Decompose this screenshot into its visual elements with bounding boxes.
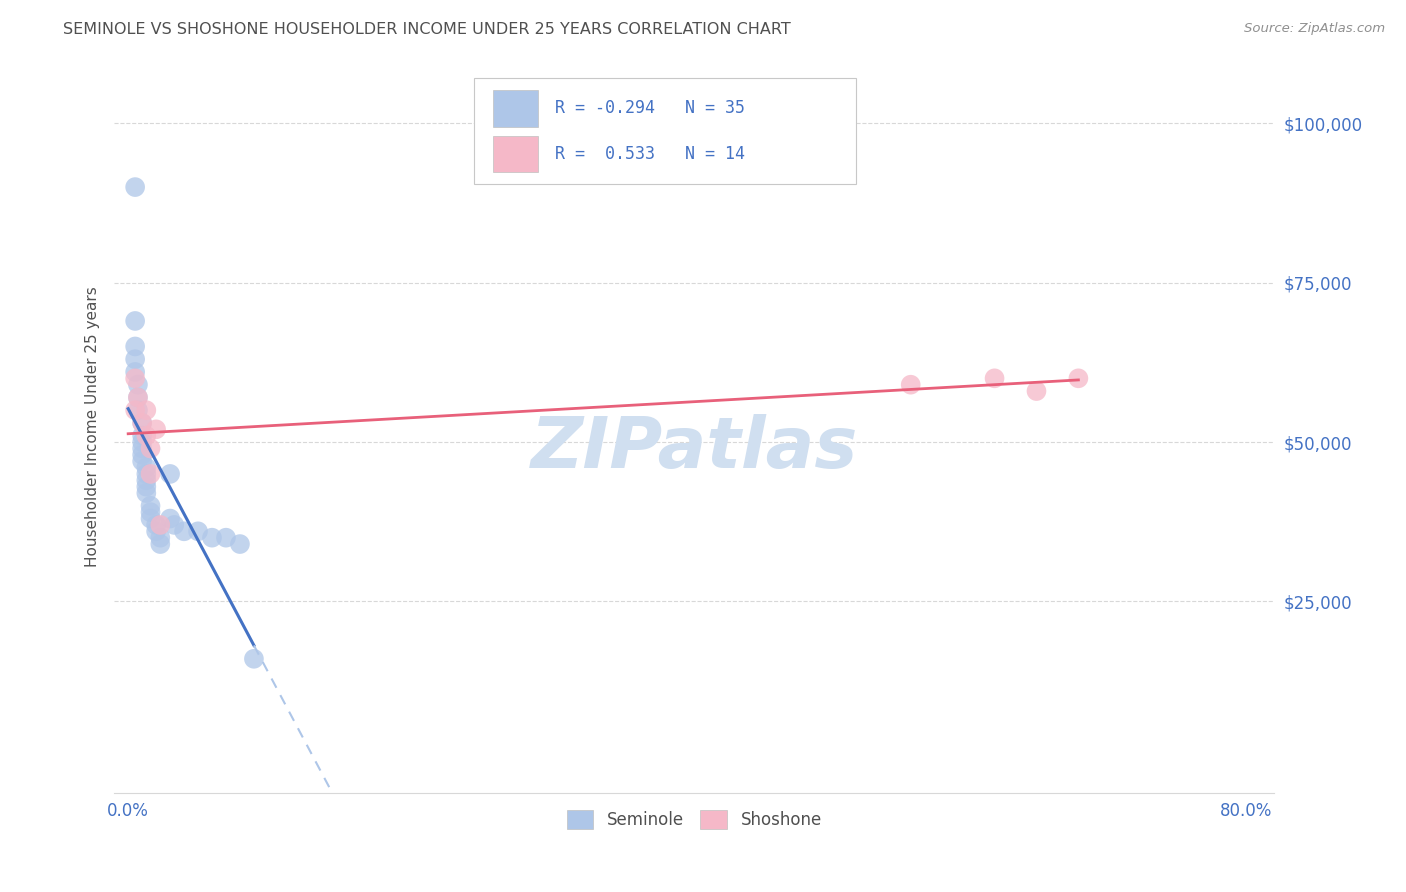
Point [900,377,922,392]
FancyBboxPatch shape [474,78,856,185]
Point [159,511,181,525]
Point [124,352,146,367]
Text: R = -0.294   N = 35: R = -0.294 N = 35 [555,99,745,118]
Point [127,377,149,392]
Point [124,365,146,379]
Point [1025,384,1047,398]
Point [229,537,252,551]
Point [131,435,153,450]
Point [149,517,172,532]
Point [135,486,157,500]
Point [135,467,157,481]
Point [145,524,167,539]
Point [131,428,153,442]
Point [135,480,157,494]
Text: Source: ZipAtlas.com: Source: ZipAtlas.com [1244,22,1385,36]
Text: R =  0.533   N = 14: R = 0.533 N = 14 [555,145,745,163]
Point [131,442,153,456]
Point [159,467,181,481]
Text: ZIPatlas: ZIPatlas [530,414,858,483]
Point [127,391,149,405]
Point [149,531,172,545]
Point [124,371,146,385]
Point [201,531,224,545]
Point [243,652,266,666]
Point [135,428,157,442]
Point [124,180,146,194]
Legend: Seminole, Shoshone: Seminole, Shoshone [560,803,828,836]
Point [145,422,167,436]
Point [139,499,162,513]
Point [124,314,146,328]
Point [187,524,209,539]
Point [145,517,167,532]
Y-axis label: Householder Income Under 25 years: Householder Income Under 25 years [86,285,100,566]
Point [131,416,153,430]
FancyBboxPatch shape [494,90,537,127]
Point [139,442,162,456]
FancyBboxPatch shape [494,136,537,172]
Point [1067,371,1090,385]
Point [983,371,1005,385]
Point [135,473,157,487]
Text: SEMINOLE VS SHOSHONE HOUSEHOLDER INCOME UNDER 25 YEARS CORRELATION CHART: SEMINOLE VS SHOSHONE HOUSEHOLDER INCOME … [63,22,792,37]
Point [139,511,162,525]
Point [139,467,162,481]
Point [149,537,172,551]
Point [127,403,149,417]
Point [173,524,195,539]
Point [131,448,153,462]
Point [131,454,153,468]
Point [215,531,238,545]
Point [135,460,157,475]
Point [127,391,149,405]
Point [139,505,162,519]
Point [163,517,186,532]
Point [131,416,153,430]
Point [124,339,146,353]
Point [124,403,146,417]
Point [135,403,157,417]
